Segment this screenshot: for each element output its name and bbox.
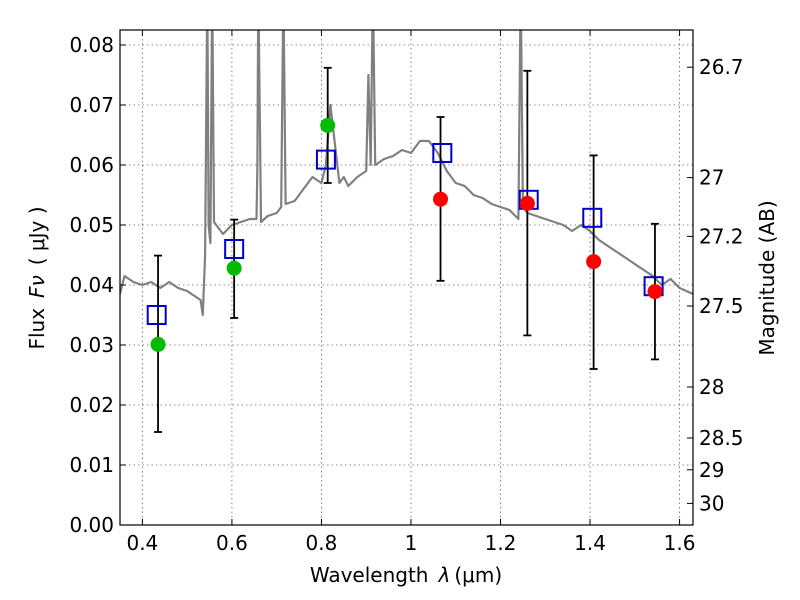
red-observed-point <box>647 284 663 300</box>
green-observed-point <box>320 117 336 133</box>
plot-frame <box>119 29 694 526</box>
spectrum-layer <box>120 30 693 317</box>
x-tick-label: 1.4 <box>574 531 606 555</box>
errorbar-layer <box>154 66 659 433</box>
x-axis-label: Wavelength λ (μm) <box>310 563 502 587</box>
spectrum-line <box>120 30 693 317</box>
green-observed-point <box>226 260 242 276</box>
model-square-marker <box>146 305 167 325</box>
green-observed-point <box>150 336 166 352</box>
y2-axis-label: Magnitude (AB) <box>755 200 779 355</box>
tick-layer: 0.4 0.6 0.8 1 1.2 1.4 1.6 0.00 0.01 0.02 0.03 0.04 0… <box>69 30 744 555</box>
x-tick-label: 1.2 <box>485 531 517 555</box>
red-observed-point <box>433 191 449 207</box>
model-square-marker <box>582 207 603 228</box>
y2-tick-label: 28.5 <box>699 426 744 450</box>
y-tick-label: 0.02 <box>69 393 114 417</box>
y2-tick-label: 29 <box>699 458 724 482</box>
y-tick-label: 0.01 <box>69 453 114 477</box>
y-axis-label: FluxFν( μJy ) <box>25 206 49 349</box>
y-tick-label: 0.07 <box>69 93 114 117</box>
y-tick-label: 0.03 <box>69 333 114 357</box>
x-tick-label: 0.6 <box>216 531 248 555</box>
y2-tick-label: 30 <box>699 491 724 515</box>
x-tick-label: 0.8 <box>306 531 338 555</box>
x-tick-label: 1.6 <box>664 531 696 555</box>
y-tick-label: 0.04 <box>69 273 114 297</box>
x-tick-label: 0.4 <box>126 531 158 555</box>
y2-tick-label: 27.2 <box>699 224 744 248</box>
red-observed-point <box>586 254 602 270</box>
observed-photometry-layer <box>150 117 663 352</box>
y-tick-label: 0.06 <box>69 153 114 177</box>
y-tick-label: 0.08 <box>69 33 114 57</box>
x-tick-label: 1 <box>405 531 418 555</box>
y2-tick-label: 27 <box>699 166 724 190</box>
y-tick-label: 0.00 <box>69 513 114 537</box>
red-observed-point <box>519 195 535 211</box>
y2-tick-label: 26.7 <box>699 55 744 79</box>
y2-tick-label: 28 <box>699 375 724 399</box>
model-square-marker <box>224 239 245 259</box>
model-photometry-layer <box>146 143 664 325</box>
model-square-marker <box>315 149 336 170</box>
y2-tick-label: 27.5 <box>699 294 744 318</box>
y-tick-label: 0.05 <box>69 213 114 237</box>
model-square-marker <box>432 143 453 163</box>
